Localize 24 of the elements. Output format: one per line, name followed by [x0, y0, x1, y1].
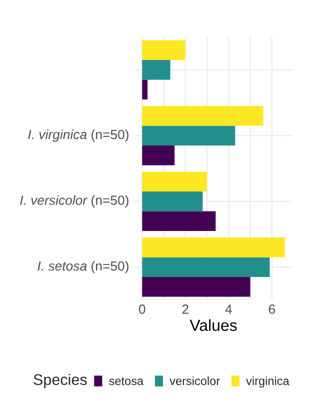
x-axis-title: Values: [190, 319, 237, 331]
bar: [142, 145, 175, 166]
bar: [142, 211, 216, 231]
bar: [142, 172, 208, 192]
x-tick-label: 6: [268, 304, 275, 314]
bar: [142, 257, 270, 277]
y-tick-label: I. versicolor (n=50): [20, 195, 128, 208]
bar: [142, 192, 203, 212]
legend-label: versicolor: [170, 376, 220, 386]
bar: [142, 40, 186, 60]
bar: [142, 106, 264, 126]
bar: [142, 276, 250, 297]
y-tick-label: I. virginica (n=50): [28, 129, 128, 142]
bar: [142, 238, 285, 258]
x-tick-label: 2: [182, 304, 188, 314]
legend-title: Species: [34, 374, 87, 388]
bar: [142, 80, 148, 100]
y-tick-label: I. setosa (n=50): [38, 260, 128, 274]
bar: [142, 60, 170, 80]
legend-label: virginica: [246, 376, 290, 388]
legend-label: setosa: [109, 377, 144, 386]
bar: [142, 126, 236, 146]
x-tick-label: 4: [225, 304, 232, 314]
x-tick-label: 0: [138, 304, 146, 314]
